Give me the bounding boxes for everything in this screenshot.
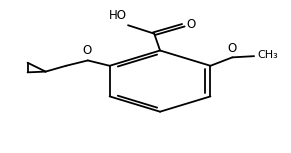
Text: O: O bbox=[187, 18, 196, 30]
Text: O: O bbox=[83, 44, 92, 57]
Text: O: O bbox=[228, 42, 237, 55]
Text: CH₃: CH₃ bbox=[258, 50, 278, 60]
Text: HO: HO bbox=[109, 9, 127, 22]
